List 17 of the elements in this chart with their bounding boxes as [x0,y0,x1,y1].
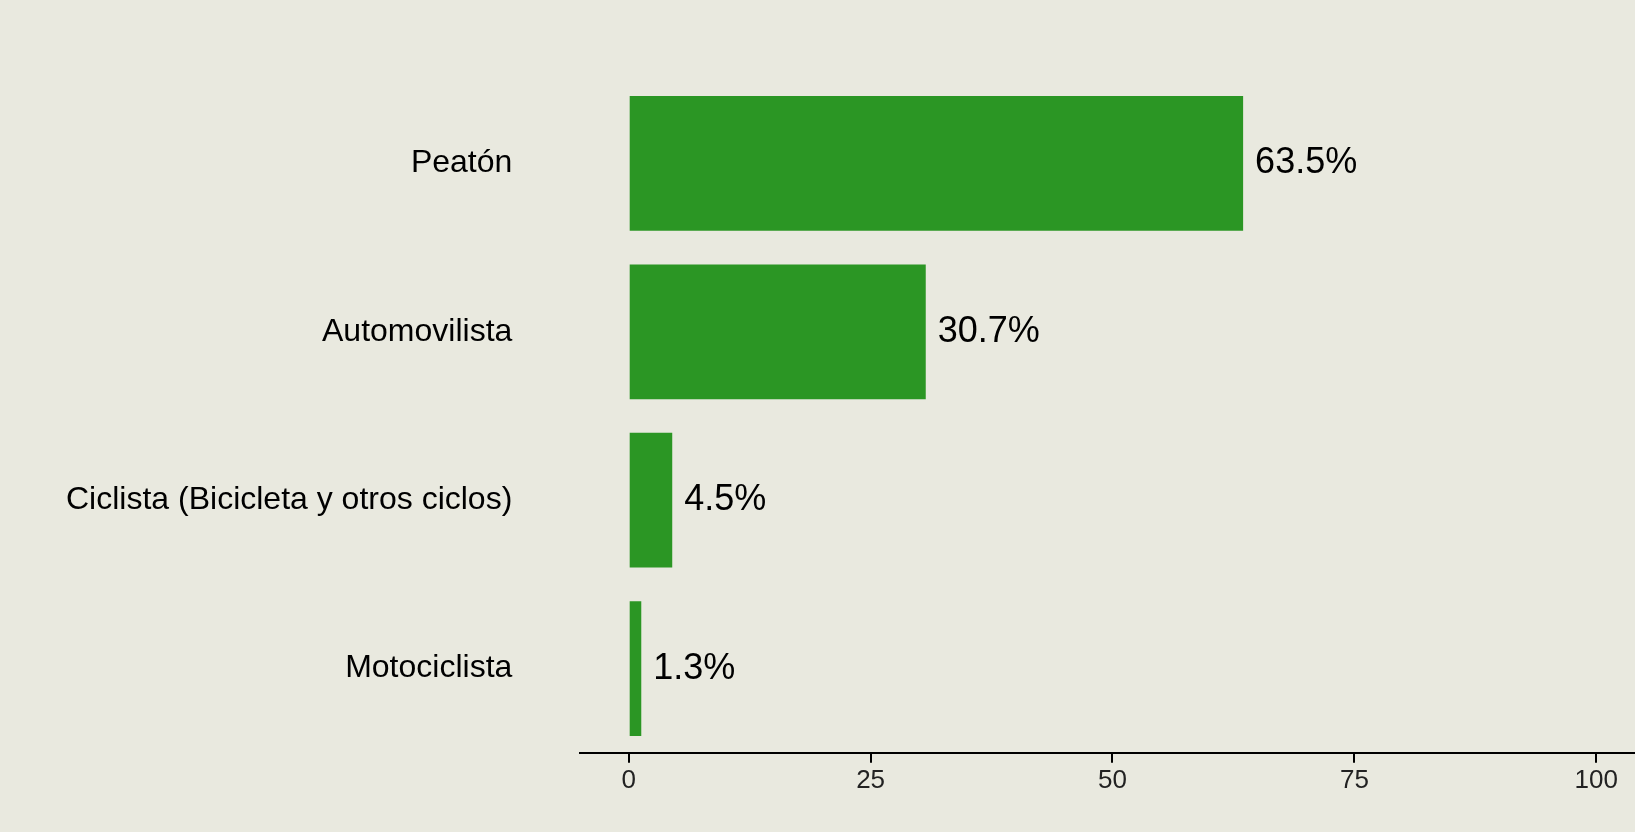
y-tick-label: Ciclista (Bicicleta y otros ciclos) [66,480,513,517]
y-tick-label: Motociclista [345,648,513,685]
x-tick-label: 100 [1574,763,1618,794]
data-label: 63.5% [1255,140,1358,182]
y-tick-label: Peatón [410,143,513,180]
data-label: 4.5% [684,477,767,519]
bar [629,264,926,400]
bar [629,96,1244,231]
x-tick-label: 0 [621,763,636,794]
data-label: 1.3% [653,645,736,687]
x-tick-label: 75 [1339,763,1369,794]
bar [629,601,642,736]
x-tick-label: 50 [1098,763,1127,794]
data-label: 30.7% [937,308,1040,350]
bar [629,432,673,568]
x-tick-label: 25 [856,763,886,794]
y-tick-label: Automovilista [322,311,513,348]
